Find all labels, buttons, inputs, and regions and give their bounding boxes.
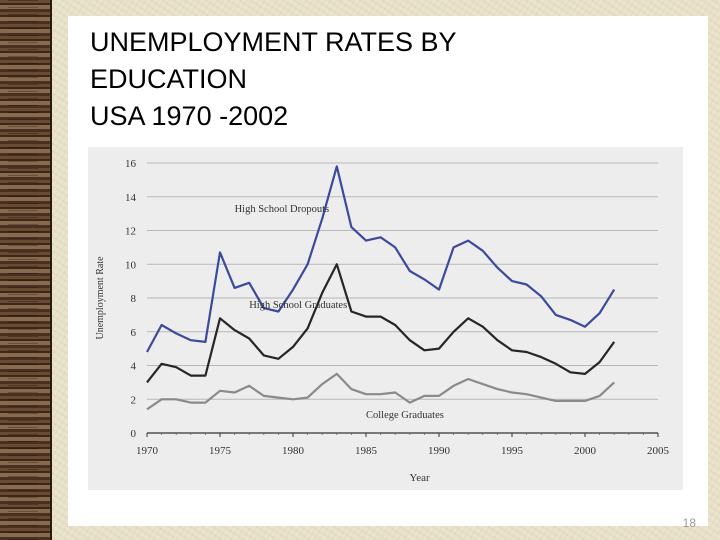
x-tick-label: 1970 [136,445,159,457]
series-label: High School Graduates [249,300,347,311]
x-tick-label: 1985 [355,445,378,457]
y-tick-label: 16 [125,158,137,170]
y-tick-label: 4 [131,361,137,373]
series-label: High School Dropouts [235,204,330,215]
x-tick-label: 2000 [574,445,597,457]
series-line [146,263,616,384]
page-number: 18 [682,516,696,530]
y-tick-label: 0 [131,428,137,440]
y-axis-title: Unemployment Rate [95,256,106,340]
unemployment-line-chart: 0 2 4 6 8 10 12 14 16 1970 1975 1980 1985 1990 1995 200… [95,158,670,484]
y-tick-label: 14 [125,192,137,204]
chart-area: 0 2 4 6 8 10 12 14 16 1970 1975 1980 1985 1990 1995 200… [88,147,683,490]
y-tick-label: 10 [125,259,137,271]
binding-strip [0,0,52,540]
x-axis-title: Year [409,472,430,484]
series-line [146,372,615,411]
y-tick-label: 6 [131,327,137,339]
slide-title: UNEMPLOYMENT RATES BY EDUCATION USA 1970… [90,27,457,131]
y-tick-label: 2 [131,394,137,406]
series-line [146,165,616,353]
x-tick-label: 1975 [209,445,232,457]
series-label: College Graduates [366,410,444,421]
y-tick-label: 12 [125,226,136,238]
x-tick-label: 1995 [501,445,524,457]
y-tick-label: 8 [131,293,137,305]
x-tick-label: 2005 [647,445,670,457]
x-tick-label: 1990 [428,445,451,457]
x-tick-label: 1980 [282,445,305,457]
